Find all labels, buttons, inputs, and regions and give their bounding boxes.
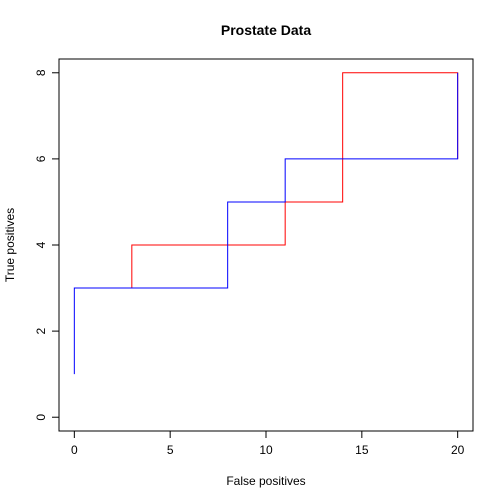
x-tick-label: 0 xyxy=(71,443,78,457)
chart-title: Prostate Data xyxy=(221,22,311,38)
x-axis-label: False positives xyxy=(226,474,305,488)
y-axis-label: True positives xyxy=(3,208,17,282)
x-axis: 0 5 10 15 20 xyxy=(71,431,465,457)
x-tick-label: 15 xyxy=(355,443,369,457)
y-tick-label: 0 xyxy=(34,414,48,421)
y-tick-label: 2 xyxy=(34,327,48,334)
y-tick-label: 4 xyxy=(34,241,48,248)
y-axis: 0 2 4 6 8 xyxy=(34,69,59,421)
series-line-2 xyxy=(73,72,459,375)
x-tick-label: 20 xyxy=(451,443,465,457)
y-tick-label: 8 xyxy=(34,69,48,76)
series-group xyxy=(73,72,459,375)
x-tick-label: 10 xyxy=(259,443,273,457)
x-tick-label: 5 xyxy=(167,443,174,457)
y-tick-label: 6 xyxy=(34,155,48,162)
series-line-1 xyxy=(74,72,459,289)
